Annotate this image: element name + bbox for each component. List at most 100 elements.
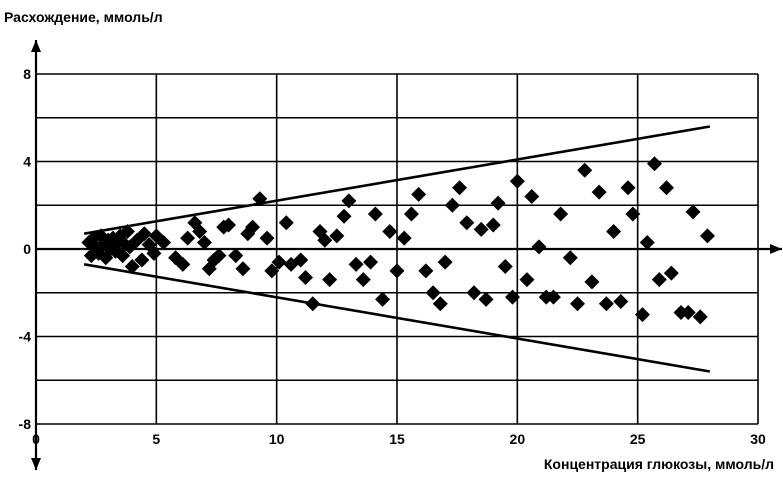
data-point — [692, 309, 708, 325]
data-point — [663, 265, 679, 281]
data-point — [473, 221, 489, 237]
y-axis-arrow-up — [31, 40, 41, 52]
data-point — [452, 180, 468, 196]
x-tick-label: 5 — [152, 431, 160, 447]
y-tick-label: 0 — [23, 241, 31, 257]
data-point — [228, 248, 244, 264]
data-point — [355, 272, 371, 288]
data-point — [136, 226, 152, 242]
data-point — [134, 252, 150, 268]
x-tick-label: 0 — [32, 431, 40, 447]
data-point — [437, 254, 453, 270]
data-point — [298, 269, 314, 285]
data-point — [613, 294, 629, 309]
data-point — [598, 296, 614, 312]
data-point — [531, 239, 547, 255]
data-point — [625, 206, 641, 222]
x-tick-label: 15 — [389, 431, 405, 447]
data-point — [459, 215, 475, 231]
data-point — [367, 206, 383, 222]
data-point — [341, 193, 357, 209]
axes — [31, 40, 782, 470]
data-point — [570, 296, 585, 312]
data-point — [466, 285, 482, 301]
y-tick-label: 4 — [23, 154, 31, 170]
data-point — [396, 230, 412, 246]
data-point — [403, 206, 419, 222]
data-point — [562, 250, 578, 266]
data-point — [196, 234, 212, 250]
data-point — [221, 217, 237, 233]
data-point — [336, 208, 352, 224]
data-point — [192, 224, 208, 239]
data-point — [363, 254, 379, 270]
data-point — [647, 156, 663, 172]
data-point — [119, 224, 135, 239]
y-tick-label: -8 — [19, 416, 32, 432]
data-point — [509, 173, 525, 189]
tick-labels: 0 5 10 15 20 25 30 8 4 0 -4 -8 — [19, 66, 766, 447]
data-point — [180, 230, 196, 246]
data-point — [497, 259, 513, 274]
data-point — [317, 232, 333, 248]
y-tick-label: -4 — [19, 329, 32, 345]
data-point — [211, 248, 227, 264]
data-point — [115, 248, 131, 264]
data-point — [329, 228, 345, 244]
data-point — [375, 291, 391, 307]
data-point — [680, 304, 696, 320]
y-tick-label: 8 — [23, 66, 31, 82]
y-axis-label: Расхождение, ммоль/л — [4, 9, 163, 25]
data-point — [524, 189, 540, 204]
y-axis-arrow-down — [31, 458, 41, 470]
data-point — [264, 263, 280, 279]
data-point — [651, 272, 667, 288]
data-point — [478, 291, 494, 307]
data-point — [685, 204, 701, 220]
data-point — [639, 234, 655, 250]
upper-limit-line — [83, 125, 711, 235]
data-point — [505, 289, 521, 305]
data-point — [519, 272, 535, 288]
data-point — [659, 180, 675, 196]
data-point — [293, 252, 309, 268]
data-point — [485, 217, 501, 233]
data-point — [245, 219, 261, 235]
data-point — [584, 274, 600, 290]
data-point — [490, 195, 506, 211]
lower-limit-line — [83, 263, 711, 373]
data-point — [252, 191, 268, 207]
data-point — [591, 184, 607, 200]
data-point — [278, 215, 294, 231]
x-tick-label: 20 — [510, 431, 526, 447]
data-point — [545, 289, 561, 305]
data-point — [553, 206, 569, 222]
data-point — [175, 256, 191, 272]
x-axis-label: Концентрация глюкозы, ммоль/л — [544, 456, 774, 472]
data-point — [124, 259, 140, 274]
limit-lines — [83, 125, 711, 373]
data-points — [81, 156, 715, 325]
data-point — [382, 224, 398, 239]
data-point — [235, 261, 251, 277]
data-point — [389, 263, 405, 279]
data-point — [432, 296, 448, 312]
data-point — [699, 228, 715, 244]
data-point — [271, 254, 287, 270]
data-point — [425, 285, 441, 301]
data-point — [634, 307, 650, 323]
data-point — [322, 272, 338, 288]
data-point — [606, 224, 622, 239]
data-point — [418, 263, 434, 279]
data-point — [259, 230, 275, 246]
x-tick-label: 10 — [269, 431, 285, 447]
data-point — [411, 186, 427, 202]
x-tick-label: 30 — [750, 431, 766, 447]
x-axis-arrow — [770, 244, 782, 254]
data-point — [444, 197, 460, 213]
x-tick-label: 25 — [630, 431, 646, 447]
data-point — [348, 256, 364, 272]
data-point — [577, 162, 593, 178]
data-point — [156, 234, 172, 250]
